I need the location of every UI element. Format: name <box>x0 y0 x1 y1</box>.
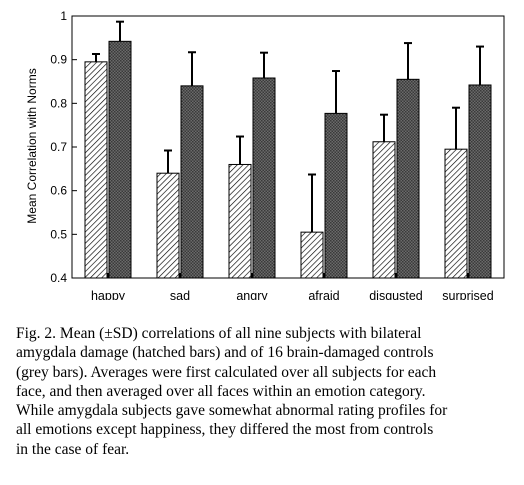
plot-frame <box>71 15 505 279</box>
amygdala-bar-afraid <box>300 231 324 279</box>
y-axis-title: Mean Correlation with Norms <box>25 68 39 223</box>
y-tick-label: 0.6 <box>50 184 67 198</box>
control-bar-afraid <box>324 112 348 279</box>
y-tick-label: 1 <box>60 9 67 23</box>
x-category-label: angry <box>236 289 268 300</box>
control-bar-happy <box>108 40 132 279</box>
x-category-label: surprised <box>442 289 493 300</box>
y-tick-label: 0.9 <box>50 53 67 67</box>
x-category-label: afraid <box>308 289 339 300</box>
plot-area: 0.4 0.5 0.6 0.7 0.8 0.9 1 happy sad angry afraid di… <box>50 9 505 300</box>
y-tick-label: 0.8 <box>50 96 67 110</box>
figure-caption: Fig. 2. Mean (±SD) correlations of all n… <box>16 324 516 459</box>
y-tick-label: 0.7 <box>50 140 67 154</box>
control-bar-sad <box>180 85 204 279</box>
amygdala-bar-happy <box>84 61 108 279</box>
control-bar-disgusted <box>396 78 420 279</box>
x-category-label: sad <box>170 289 190 300</box>
control-bar-angry <box>252 77 276 279</box>
amygdala-bar-angry <box>228 163 252 279</box>
amygdala-bar-sad <box>156 172 180 279</box>
control-bar-surprised <box>468 84 492 279</box>
amygdala-bar-surprised <box>444 148 468 279</box>
amygdala-bar-disgusted <box>372 141 396 279</box>
bar-chart: Mean Correlation with Norms 0.4 0.5 0.6 0.7… <box>25 9 505 300</box>
y-tick-label: 0.4 <box>50 271 67 285</box>
caption-text: Fig. 2. Mean (±SD) correlations of all n… <box>16 325 448 458</box>
y-tick-label: 0.5 <box>50 227 67 241</box>
x-category-label: disgusted <box>369 289 423 300</box>
x-category-label: happy <box>91 289 126 300</box>
